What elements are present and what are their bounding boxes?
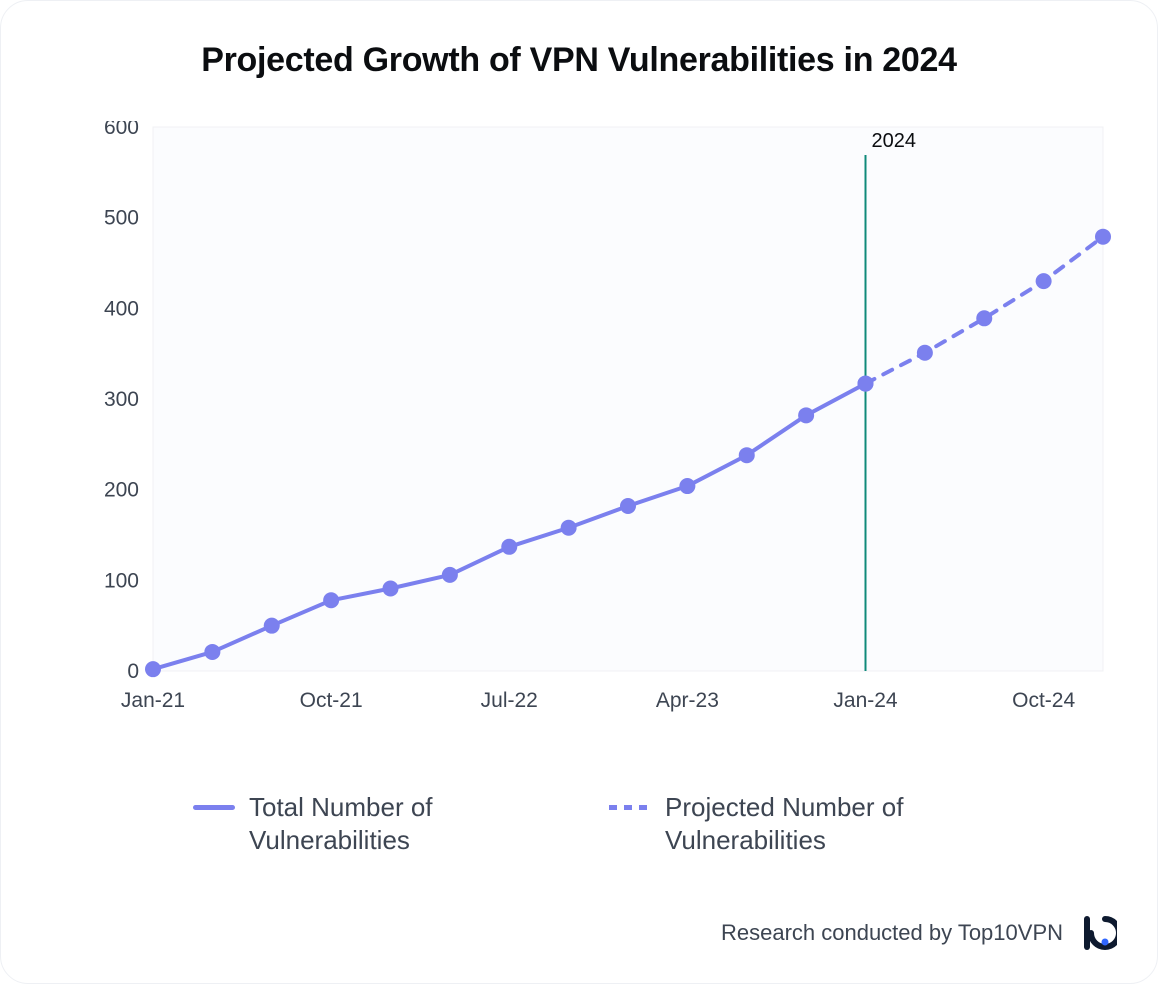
chart-svg: 0 100 200 300 400 500 600 Jan-21 Oct-21 Jul-22 Apr… [61, 121, 1121, 741]
svg-text:Jul-22: Jul-22 [481, 689, 538, 712]
footer: Research conducted by Top10VPN [721, 913, 1117, 953]
svg-text:500: 500 [104, 207, 139, 230]
svg-text:200: 200 [104, 479, 139, 502]
legend-swatch-solid [193, 805, 235, 810]
svg-text:Oct-21: Oct-21 [300, 689, 363, 712]
legend-label-projected: Projected Number of Vulnerabilities [665, 791, 965, 856]
legend-item-projected: Projected Number of Vulnerabilities [609, 791, 965, 856]
svg-text:400: 400 [104, 297, 139, 320]
svg-text:300: 300 [104, 388, 139, 411]
chart-title: Projected Growth of VPN Vulnerabilities … [1, 41, 1157, 80]
legend-swatch-dashed [609, 805, 651, 810]
svg-text:Jan-24: Jan-24 [833, 689, 898, 712]
svg-text:Jan-21: Jan-21 [121, 689, 185, 712]
svg-text:Apr-23: Apr-23 [656, 689, 719, 712]
svg-text:0: 0 [127, 660, 139, 683]
legend-item-actual: Total Number of Vulnerabilities [193, 791, 549, 856]
svg-text:100: 100 [104, 569, 139, 592]
svg-text:2024: 2024 [872, 130, 917, 152]
legend: Total Number of Vulnerabilities Projecte… [1, 791, 1157, 856]
chart-card: Projected Growth of VPN Vulnerabilities … [0, 0, 1158, 984]
chart: 0 100 200 300 400 500 600 Jan-21 Oct-21 Jul-22 Apr… [61, 121, 1121, 741]
legend-label-actual: Total Number of Vulnerabilities [249, 791, 549, 856]
svg-text:600: 600 [104, 121, 139, 139]
svg-text:Oct-24: Oct-24 [1012, 689, 1075, 712]
brand-logo-icon [1077, 913, 1117, 953]
footer-text: Research conducted by Top10VPN [721, 920, 1063, 946]
